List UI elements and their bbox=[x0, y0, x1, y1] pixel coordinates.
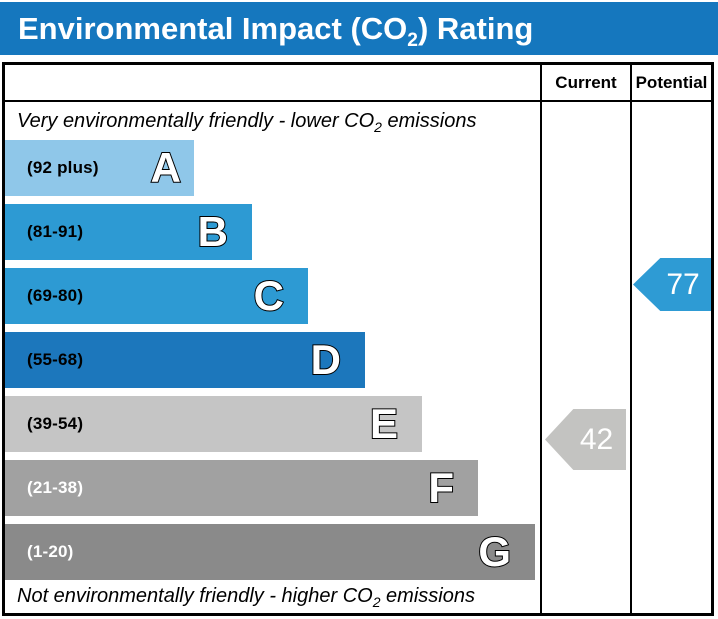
band-b-range: (81-91) bbox=[27, 222, 84, 241]
band-f-letter: F bbox=[427, 464, 455, 511]
band-b-letter: B bbox=[197, 208, 229, 255]
band-d-letter: D bbox=[310, 336, 342, 383]
band-e-range: (39-54) bbox=[27, 414, 84, 433]
band-d: (55-68) D bbox=[5, 332, 365, 388]
band-a-range: (92 plus) bbox=[27, 158, 99, 177]
band-g: (1-20) G bbox=[5, 524, 535, 580]
band-a: (92 plus) A bbox=[5, 140, 194, 196]
band-g-range: (1-20) bbox=[27, 542, 74, 561]
band-e: (39-54) E bbox=[5, 396, 422, 452]
top-caption-co2-subscript: 2 bbox=[374, 119, 382, 135]
title-co2-subscript: 2 bbox=[407, 29, 418, 51]
current-rating-arrow: 42 bbox=[545, 409, 626, 470]
column-header-current: Current bbox=[555, 73, 617, 92]
bottom-caption-co2-subscript: 2 bbox=[372, 594, 381, 610]
band-c-range: (69-80) bbox=[27, 286, 84, 305]
potential-rating-arrow: 77 bbox=[633, 258, 711, 311]
band-g-letter: G bbox=[477, 528, 512, 575]
band-c: (69-80) C bbox=[5, 268, 308, 324]
band-e-letter: E bbox=[369, 400, 399, 447]
column-header-potential: Potential bbox=[635, 73, 708, 92]
band-f-range: (21-38) bbox=[27, 478, 84, 497]
chart-title: Environmental Impact (CO2) Rating bbox=[18, 10, 534, 51]
header-row-divider bbox=[5, 100, 711, 102]
band-a-letter: A bbox=[150, 144, 182, 191]
band-c-letter: C bbox=[253, 272, 285, 319]
band-d-range: (55-68) bbox=[27, 350, 84, 369]
band-f: (21-38) F bbox=[5, 460, 478, 516]
current-rating-value: 42 bbox=[579, 422, 614, 456]
divider-current-column bbox=[540, 65, 542, 613]
chart-title-banner: Environmental Impact (CO2) Rating bbox=[0, 2, 718, 55]
potential-rating-value: 77 bbox=[666, 267, 700, 301]
top-caption: Very environmentally friendly - lower CO… bbox=[17, 110, 477, 135]
bottom-caption: Not environmentally friendly - higher CO… bbox=[17, 585, 475, 610]
band-b: (81-91) B bbox=[5, 204, 252, 260]
divider-potential-column bbox=[630, 65, 632, 613]
rating-table: Current Potential Very environmentally f… bbox=[2, 62, 714, 616]
